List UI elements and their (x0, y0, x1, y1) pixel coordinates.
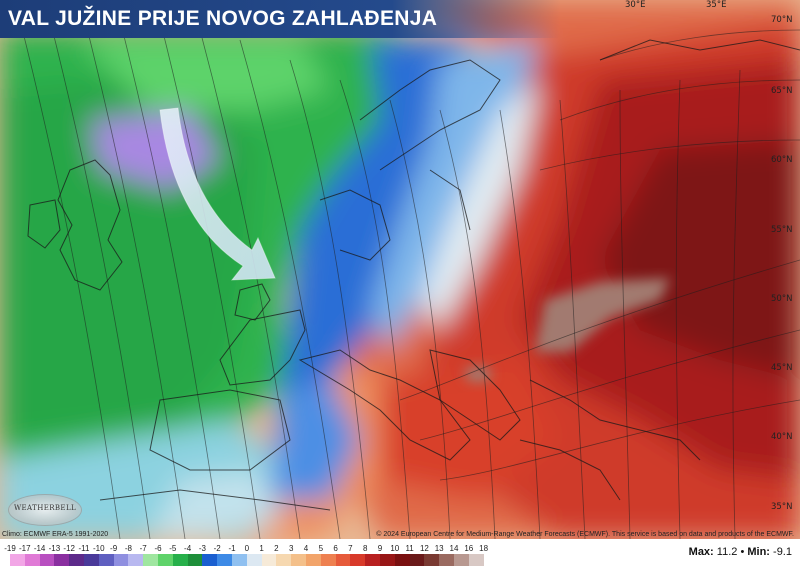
legend-tick-label: -5 (169, 544, 177, 553)
legend-tick-label: 18 (479, 544, 489, 553)
legend-colorbar (10, 554, 484, 566)
legend-swatch (202, 554, 218, 566)
ecmwf-credit: © 2024 European Centre for Medium-Range … (376, 531, 794, 538)
legend-swatch (291, 554, 306, 566)
legend-tick-label: 6 (333, 544, 338, 553)
legend-tick-label: 3 (288, 544, 294, 553)
legend-tick-label: 7 (348, 544, 353, 553)
legend-swatch (468, 554, 484, 566)
min-value: -9.1 (773, 546, 792, 558)
max-value: 11.2 (716, 546, 738, 558)
legend-tick-label: -3 (198, 544, 206, 553)
title-bar: VAL JUŽINE PRIJE NOVOG ZAHLAĐENJA (0, 0, 560, 38)
legend-tick-label: 4 (303, 544, 309, 553)
hotspot-anomaly (464, 278, 670, 382)
legend-swatch (10, 554, 25, 566)
legend-swatch (276, 554, 292, 566)
lat-label-35n: 35°N (771, 502, 793, 512)
legend-swatch (350, 554, 366, 566)
lon-label-30e: 30°E (625, 0, 646, 10)
legend-swatch (379, 554, 395, 566)
legend-swatch (113, 554, 129, 566)
legend-swatch (217, 554, 232, 566)
legend-swatch (335, 554, 351, 566)
legend-tick-label: -4 (184, 544, 192, 553)
legend-tick-label: 13 (434, 544, 444, 553)
legend-swatch (83, 554, 99, 566)
legend-swatch (261, 554, 277, 566)
legend-swatch (453, 554, 469, 566)
legend-tick-label: -11 (78, 544, 90, 553)
legend-swatch (98, 554, 114, 566)
legend-tick-label: -17 (19, 544, 31, 553)
lon-label-35e: 35°E (706, 0, 727, 10)
legend-swatch (128, 554, 144, 566)
cold-air-arrow (159, 107, 276, 281)
climo-credit: Climo: ECMWF ERA-5 1991-2020 (2, 531, 109, 538)
legend-swatch (439, 554, 454, 566)
lat-label-60n: 60°N (771, 155, 793, 165)
legend-tick-label: 14 (449, 544, 459, 553)
legend-tick-label: 9 (377, 544, 383, 553)
legend-swatch (246, 554, 262, 566)
legend-tick-label: 2 (274, 544, 279, 553)
legend-tick-label: 10 (390, 544, 400, 553)
legend-swatch (187, 554, 203, 566)
max-min-readout: Max: 11.2 • Min: -9.1 (689, 546, 792, 558)
legend-swatch (231, 554, 247, 566)
legend-tick-label: -2 (213, 544, 221, 553)
temperature-anomaly-map: VAL JUŽINE PRIJE NOVOG ZAHLAĐENJA 30°E 3… (0, 0, 800, 539)
legend-tick-label: -7 (139, 544, 147, 553)
legend-swatch (39, 554, 55, 566)
legend-swatch (320, 554, 336, 566)
legend-tick-label: 11 (405, 544, 414, 553)
max-label: Max: (688, 546, 714, 558)
map-canvas (0, 0, 800, 539)
lat-label-40n: 40°N (771, 432, 793, 442)
lat-label-45n: 45°N (771, 363, 793, 373)
lat-label-55n: 55°N (771, 225, 793, 235)
legend-swatch (143, 554, 158, 566)
legend-swatch (69, 554, 84, 566)
lat-label-70n: 70°N (771, 15, 793, 25)
legend-tick-label: -10 (93, 544, 105, 553)
legend-tick-label: 16 (464, 544, 474, 553)
legend-tick-label: -8 (124, 544, 132, 553)
legend-tick-label: 1 (259, 544, 264, 553)
separator: • (740, 546, 745, 558)
legend-swatch (409, 554, 425, 566)
legend-tick-label: -6 (154, 544, 162, 553)
legend-tick-label: 12 (419, 544, 429, 553)
legend-tick-label: -19 (4, 544, 16, 553)
legend-swatch (24, 554, 40, 566)
legend-tick-label: -9 (110, 544, 118, 553)
map-title: VAL JUŽINE PRIJE NOVOG ZAHLAĐENJA (8, 7, 438, 30)
legend-swatch (172, 554, 188, 566)
legend-tick-label: 5 (318, 544, 324, 553)
legend-swatch (305, 554, 321, 566)
lat-label-50n: 50°N (771, 294, 793, 304)
legend-swatch (157, 554, 173, 566)
legend-tick-label: 8 (362, 544, 368, 553)
isobars (19, 19, 800, 539)
logo-text: WEATHERBELL (13, 504, 77, 512)
legend-swatch (365, 554, 380, 566)
color-legend: -19 -17 -14 -13 -12 -11 -10 -9 -8 -7 -6 -5 -4 -3 -2 -1 0… (4, 544, 488, 566)
legend-swatch (394, 554, 410, 566)
lat-label-65n: 65°N (771, 86, 793, 96)
anomaly-field (0, 0, 800, 539)
legend-swatch (424, 554, 440, 566)
legend-ticks: -19 -17 -14 -13 -12 -11 -10 -9 -8 -7 -6 -5 -4 -3 -2 -1 0… (4, 544, 488, 554)
legend-tick-label: -1 (228, 544, 236, 553)
legend-tick-label: -14 (33, 544, 46, 553)
legend-tick-label: -12 (63, 544, 75, 553)
legend-tick-label: 0 (244, 544, 250, 553)
min-label: Min: (747, 546, 770, 558)
weatherbell-logo: WEATHERBELL (8, 494, 82, 526)
coastlines (27, 39, 800, 511)
legend-swatch (54, 554, 70, 566)
legend-tick-label: -13 (48, 544, 61, 553)
